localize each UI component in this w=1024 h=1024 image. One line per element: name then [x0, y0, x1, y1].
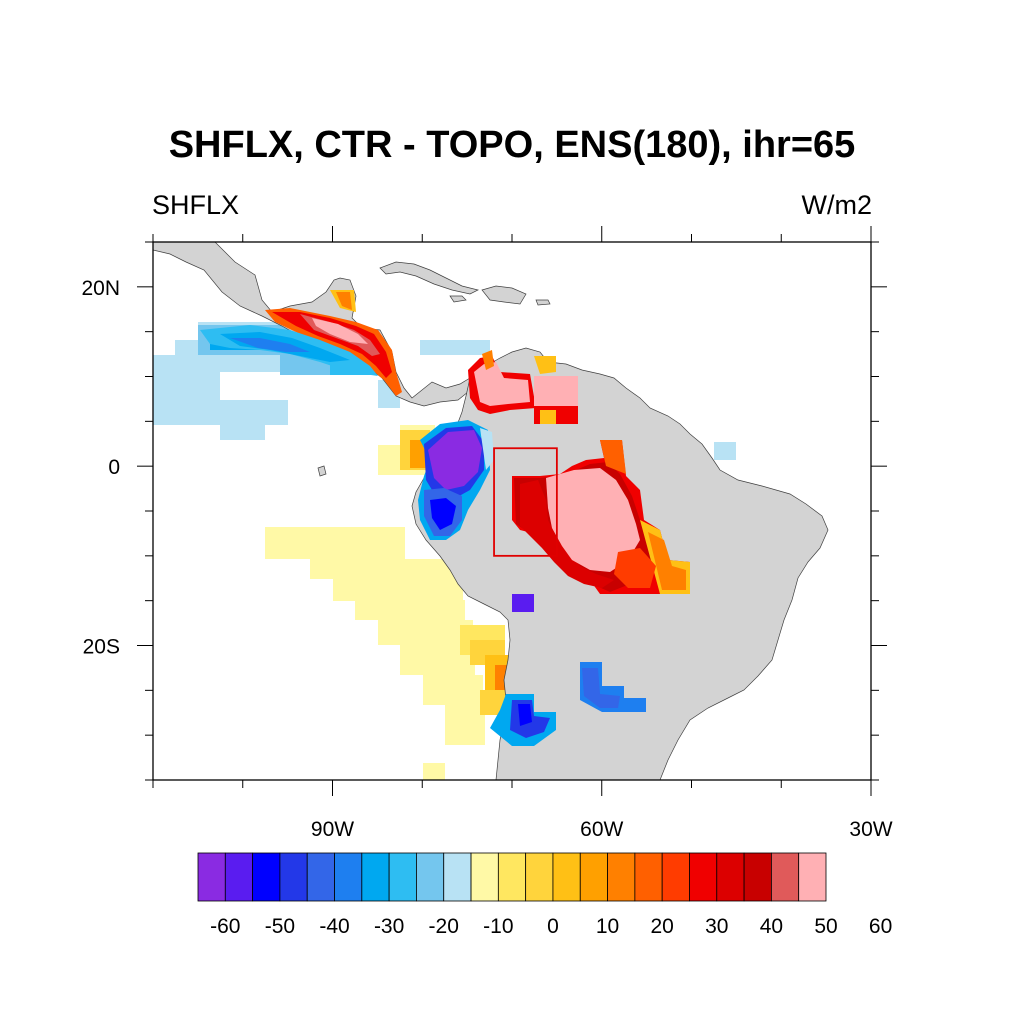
lon-tick-label: 60W — [580, 818, 623, 841]
colorbar-label: 60 — [869, 915, 892, 938]
lat-tick-label: 20S — [83, 636, 120, 659]
lat-tick-label: 0 — [108, 456, 120, 479]
land-polygon — [535, 299, 551, 306]
lat-tick-label: 20N — [81, 277, 120, 300]
field-cell — [420, 340, 490, 355]
colorbar-swatch — [334, 852, 363, 902]
field-cell — [355, 600, 465, 620]
colorbar-label: 10 — [596, 915, 619, 938]
map-title: SHFLX, CTR - TOPO, ENS(180), ihr=65 — [168, 124, 856, 166]
land-polygon — [449, 295, 467, 303]
field-cell — [556, 472, 632, 560]
field-shading-over-land — [200, 290, 690, 746]
field-cell — [520, 480, 614, 588]
colorbar-swatch — [306, 852, 335, 902]
colorbar-swatch — [279, 852, 308, 902]
colorbar-swatch — [470, 852, 499, 902]
colorbar-label: -40 — [319, 915, 349, 938]
colorbar-swatch — [716, 852, 745, 902]
colorbar-swatch — [525, 852, 554, 902]
field-cell — [714, 442, 736, 460]
field-cell — [600, 440, 626, 474]
field-cell — [378, 620, 473, 645]
land-polygon — [317, 465, 327, 477]
field-cell — [265, 527, 405, 559]
field-cell — [272, 312, 392, 378]
axis-ticks — [137, 226, 887, 796]
field-cell — [474, 362, 530, 406]
field-cell — [336, 292, 352, 310]
colorbar-swatch — [552, 852, 581, 902]
field-cell — [423, 675, 483, 705]
field-cell — [220, 425, 265, 440]
colorbar-swatch — [252, 852, 281, 902]
field-cell — [614, 548, 656, 588]
lon-tick-label: 30W — [849, 818, 892, 841]
colorbar-swatch — [224, 852, 254, 902]
lon-tick-label: 90W — [311, 818, 354, 841]
colorbar-label: -10 — [483, 915, 513, 938]
field-cell — [428, 430, 482, 490]
field-cell — [430, 498, 456, 530]
field-cell — [534, 356, 556, 374]
field-cell — [518, 704, 532, 726]
field-cell — [312, 318, 368, 344]
colorbar-label: -20 — [429, 915, 459, 938]
colorbar-swatch — [798, 852, 827, 902]
colorbar-label: -30 — [374, 915, 404, 938]
colorbar-swatch — [661, 852, 690, 902]
field-cell — [265, 308, 402, 396]
colorbar-label: 40 — [760, 915, 783, 938]
field-cell — [512, 594, 534, 612]
units-label: W/m2 — [801, 190, 873, 220]
field-cell — [333, 579, 463, 601]
colorbar-label: -50 — [265, 915, 295, 938]
field-cell — [482, 350, 494, 370]
land-polygon — [481, 285, 527, 305]
colorbar-swatch — [388, 852, 417, 902]
colorbar: -60 -50 -40 -30 -20 -10 0 10 20 30 40 50 60 — [197, 852, 892, 938]
colorbar-swatch — [579, 852, 608, 902]
colorbar-label: -60 — [210, 915, 240, 938]
field-cell — [378, 445, 403, 475]
field-cell — [220, 400, 288, 425]
axis-tick-labels: 90W 60W 30W 20N 0 20S — [81, 277, 892, 841]
field-cell — [648, 532, 686, 590]
field-cell — [582, 668, 620, 708]
colorbar-label: 20 — [650, 915, 673, 938]
field-cell — [423, 763, 445, 780]
field-cell — [480, 428, 494, 470]
colorbar-swatch — [497, 852, 527, 902]
land-polygon — [379, 261, 480, 295]
colorbar-swatch — [416, 852, 445, 902]
highlight-box-layer — [493, 447, 558, 557]
colorbar-swatch — [770, 852, 800, 902]
colorbar-swatch — [443, 852, 472, 902]
plot-area — [153, 242, 829, 780]
colorbar-swatch — [689, 852, 718, 902]
colorbar-swatch — [607, 852, 636, 902]
field-cell — [230, 338, 310, 352]
field-cell — [540, 410, 556, 424]
field-cell — [445, 705, 485, 745]
variable-label: SHFLX — [152, 190, 240, 220]
highlight-box — [493, 447, 558, 557]
colorbar-swatch — [361, 852, 390, 902]
colorbar-swatch — [197, 852, 226, 902]
colorbar-swatch — [743, 852, 772, 902]
colorbar-label: 30 — [705, 915, 728, 938]
colorbar-label: 0 — [547, 915, 559, 938]
colorbar-swatch — [634, 852, 663, 902]
colorbar-label: 50 — [814, 915, 837, 938]
field-cell — [310, 559, 460, 579]
